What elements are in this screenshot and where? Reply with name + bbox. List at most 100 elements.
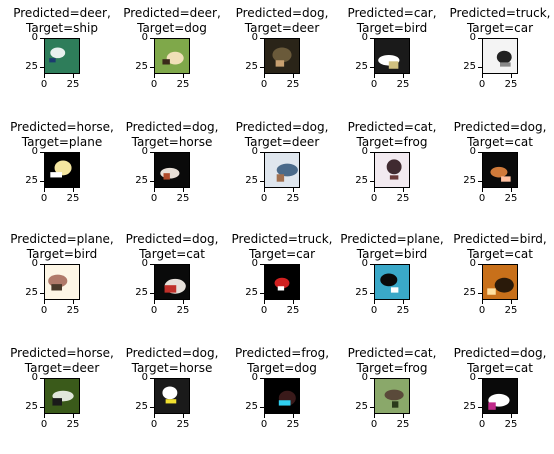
- y-tick-label: 25: [135, 175, 148, 186]
- y-tick: [150, 407, 154, 408]
- y-tick: [370, 407, 374, 408]
- x-tick-label: 25: [176, 79, 190, 90]
- y-tick-label: 0: [141, 372, 148, 383]
- target-label: Target=bird: [26, 247, 98, 261]
- y-tick: [40, 67, 44, 68]
- y-tick: [40, 264, 44, 265]
- sample-image: [483, 39, 517, 73]
- prediction-grid-figure: Predicted=deer, Target=ship 0 25 0 25 Predicte…: [7, 6, 554, 430]
- x-tick-label: 0: [150, 193, 158, 204]
- x-tick-label: 0: [260, 193, 268, 204]
- x-tick: [374, 188, 375, 192]
- y-tick-label: 0: [141, 32, 148, 43]
- x-tick-label: 0: [370, 193, 378, 204]
- y-tick: [40, 378, 44, 379]
- image-axes: [482, 264, 518, 300]
- x-tick: [154, 300, 155, 304]
- x-tick: [374, 74, 375, 78]
- x-tick-label: 0: [370, 79, 378, 90]
- predicted-label: Predicted=plane,: [10, 232, 114, 246]
- x-tick-label: 25: [396, 79, 410, 90]
- image-axes: [154, 152, 190, 188]
- y-tick-label: 25: [463, 287, 476, 298]
- target-label: Target=deer: [244, 21, 320, 35]
- y-tick-label: 25: [135, 401, 148, 412]
- image-axes: [154, 38, 190, 74]
- x-tick-label: 25: [66, 193, 80, 204]
- y-tick-label: 25: [355, 61, 368, 72]
- predicted-label: Predicted=truck,: [449, 6, 551, 20]
- y-tick: [150, 67, 154, 68]
- y-tick-label: 0: [251, 146, 258, 157]
- x-tick-label: 0: [478, 419, 486, 430]
- panel-title: Predicted=dog, Target=horse: [117, 120, 227, 150]
- y-tick: [478, 152, 482, 153]
- y-tick: [40, 293, 44, 294]
- x-tick: [73, 414, 74, 418]
- predicted-label: Predicted=horse,: [10, 120, 114, 134]
- panel-title: Predicted=dog, Target=cat: [117, 232, 227, 262]
- panel-title: Predicted=truck, Target=car: [227, 232, 337, 262]
- y-tick-label: 25: [355, 401, 368, 412]
- panel-title: Predicted=dog, Target=cat: [445, 120, 554, 150]
- sample-image: [155, 265, 189, 299]
- panel-title: Predicted=frog, Target=dog: [227, 346, 337, 376]
- panel-title: Predicted=plane, Target=bird: [337, 232, 447, 262]
- predicted-label: Predicted=dog,: [235, 120, 329, 134]
- y-tick-label: 25: [25, 175, 38, 186]
- x-tick: [73, 74, 74, 78]
- y-tick: [478, 378, 482, 379]
- predicted-label: Predicted=car,: [347, 6, 437, 20]
- y-tick: [370, 152, 374, 153]
- y-tick: [478, 67, 482, 68]
- x-tick-label: 25: [504, 419, 518, 430]
- prediction-panel: Predicted=horse, Target=plane 0 25 0 25: [7, 120, 117, 228]
- sample-image: [45, 379, 79, 413]
- predicted-label: Predicted=truck,: [231, 232, 333, 246]
- y-tick: [260, 38, 264, 39]
- prediction-panel: Predicted=dog, Target=cat 0 25 0 25: [117, 232, 227, 340]
- x-tick: [264, 188, 265, 192]
- panel-title: Predicted=dog, Target=deer: [227, 6, 337, 36]
- x-tick-label: 25: [396, 419, 410, 430]
- x-tick-label: 25: [504, 305, 518, 316]
- image-axes: [44, 38, 80, 74]
- predicted-label: Predicted=frog,: [234, 346, 330, 360]
- sample-image: [155, 379, 189, 413]
- prediction-panel: Predicted=dog, Target=horse 0 25 0 25: [117, 120, 227, 228]
- image-axes: [482, 378, 518, 414]
- y-tick-label: 25: [245, 287, 258, 298]
- y-tick: [260, 152, 264, 153]
- y-tick: [150, 38, 154, 39]
- target-label: Target=deer: [244, 135, 320, 149]
- x-tick-label: 0: [260, 305, 268, 316]
- x-tick-label: 0: [478, 193, 486, 204]
- sample-image: [155, 153, 189, 187]
- target-label: Target=bird: [356, 21, 428, 35]
- sample-image: [265, 39, 299, 73]
- y-tick: [478, 264, 482, 265]
- predicted-label: Predicted=deer,: [123, 6, 221, 20]
- x-tick-label: 25: [396, 193, 410, 204]
- target-label: Target=cat: [467, 361, 533, 375]
- predicted-label: Predicted=deer,: [13, 6, 111, 20]
- prediction-panel: Predicted=truck, Target=car 0 25 0 25: [227, 232, 337, 340]
- y-tick: [478, 293, 482, 294]
- predicted-label: Predicted=cat,: [347, 120, 437, 134]
- y-tick-label: 25: [463, 61, 476, 72]
- y-tick-label: 0: [141, 258, 148, 269]
- x-tick-label: 0: [260, 79, 268, 90]
- x-tick: [511, 300, 512, 304]
- y-tick-label: 0: [251, 32, 258, 43]
- x-tick: [183, 414, 184, 418]
- image-axes: [264, 38, 300, 74]
- x-tick-label: 0: [150, 79, 158, 90]
- y-tick: [370, 67, 374, 68]
- y-tick: [478, 38, 482, 39]
- panel-title: Predicted=cat, Target=frog: [337, 346, 447, 376]
- predicted-label: Predicted=dog,: [125, 232, 219, 246]
- y-tick: [370, 181, 374, 182]
- y-tick-label: 25: [25, 401, 38, 412]
- y-tick-label: 25: [245, 61, 258, 72]
- prediction-panel: Predicted=car, Target=bird 0 25 0 25: [337, 6, 447, 114]
